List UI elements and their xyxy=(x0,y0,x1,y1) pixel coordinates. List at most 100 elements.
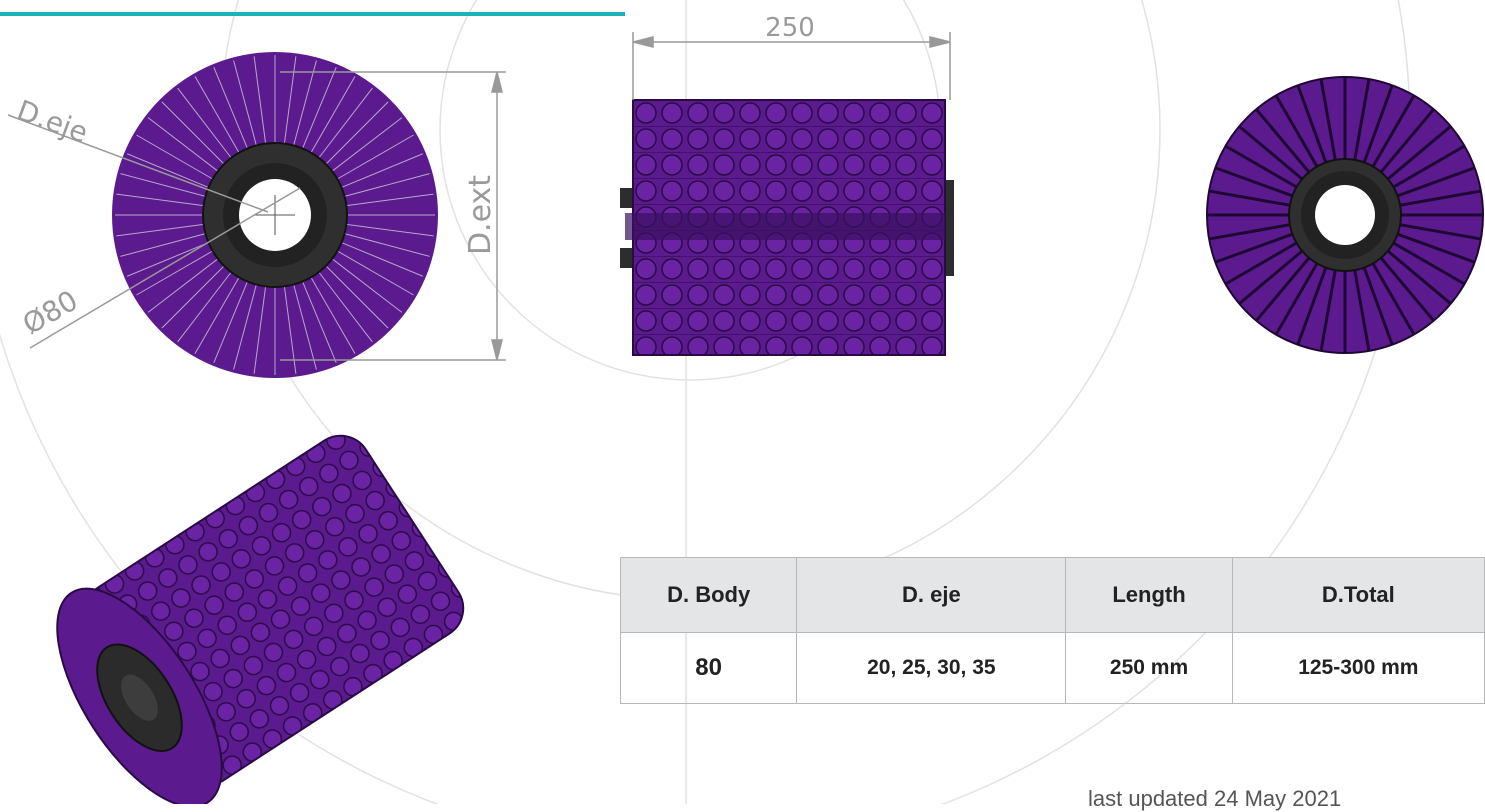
segment-line xyxy=(147,117,219,172)
segment-line xyxy=(126,242,209,277)
outer-label: D.ext xyxy=(463,175,498,255)
segment-line xyxy=(1386,125,1451,181)
segment-line xyxy=(1296,267,1328,345)
segment-line xyxy=(318,271,373,343)
shaft-label: D.eje xyxy=(13,94,93,150)
segment-line xyxy=(1379,256,1435,321)
segment-line xyxy=(1397,166,1475,198)
segment-line xyxy=(194,76,240,153)
segment-line xyxy=(1319,79,1337,161)
header-cell: Length xyxy=(1065,557,1233,633)
segment-line xyxy=(213,66,248,149)
footer: last updated 24 May 2021 xyxy=(1088,786,1342,811)
segment-line xyxy=(344,233,430,257)
segment-line xyxy=(1275,262,1319,335)
segment-line xyxy=(331,258,403,313)
segment-line xyxy=(1353,79,1371,161)
segment-line xyxy=(283,56,297,144)
cell: 250 mm xyxy=(1065,632,1233,704)
cell: 125-300 mm xyxy=(1231,632,1485,704)
segment-line xyxy=(253,286,267,374)
segment-line xyxy=(337,134,414,180)
segment-line xyxy=(341,242,424,277)
length-label: 250 xyxy=(765,13,815,43)
segment-line xyxy=(1209,223,1291,241)
segment-line xyxy=(1296,85,1328,163)
segment-line xyxy=(1319,269,1337,351)
segment-line xyxy=(116,223,204,237)
segment-line xyxy=(1399,223,1481,241)
segment-line xyxy=(1392,241,1465,285)
segment-line xyxy=(161,101,225,165)
segment-line xyxy=(302,281,337,364)
header-cell: D. eje xyxy=(796,557,1067,633)
segment-line xyxy=(1275,95,1319,168)
header-cell: D. Body xyxy=(619,557,798,633)
segment-line xyxy=(1399,189,1481,207)
segment-line xyxy=(136,134,213,180)
segment-line xyxy=(1255,256,1311,321)
segment-line xyxy=(126,153,209,188)
segment-line xyxy=(1392,145,1465,189)
segment-line xyxy=(344,173,430,197)
segment-line xyxy=(147,258,219,313)
end-view xyxy=(1206,76,1484,354)
segment-line xyxy=(116,193,204,207)
length-dimension xyxy=(632,32,951,100)
segment-line xyxy=(161,265,225,329)
segment-line xyxy=(325,101,389,165)
segment-line xyxy=(213,281,248,364)
front-view xyxy=(112,52,438,378)
segment-line xyxy=(1371,95,1415,168)
spec-table: D. Body D. eje Length D.Total 80 20, 25,… xyxy=(619,557,1485,704)
segment-line xyxy=(1225,241,1298,285)
iso-view xyxy=(56,434,465,804)
segment-line xyxy=(1371,262,1415,335)
segment-line xyxy=(233,60,257,146)
segment-line xyxy=(1379,109,1435,174)
header-cell: D.Total xyxy=(1231,557,1485,633)
cell: 20, 25, 30, 35 xyxy=(796,632,1067,704)
segment-line xyxy=(177,271,232,343)
segment-line xyxy=(346,193,434,207)
segment-line xyxy=(1215,232,1293,264)
front-dimensions xyxy=(7,71,506,361)
segment-line xyxy=(346,223,434,237)
segment-line xyxy=(1386,249,1451,305)
segment-line xyxy=(293,60,317,146)
segment-line xyxy=(283,286,297,374)
segment-line xyxy=(1397,232,1475,264)
segment-line xyxy=(1239,125,1304,181)
segment-line xyxy=(120,173,206,197)
segment-line xyxy=(136,250,213,296)
segment-line xyxy=(293,284,317,370)
segment-line xyxy=(177,87,232,159)
segment-line xyxy=(194,277,240,354)
segment-line xyxy=(310,277,356,354)
segment-line xyxy=(1225,145,1298,189)
side-view xyxy=(620,99,954,356)
segment-line xyxy=(331,117,403,172)
segment-line xyxy=(253,56,267,144)
data-row: 80 20, 25, 30, 35 250 mm 125-300 mm xyxy=(619,632,1485,704)
segment-line xyxy=(325,265,389,329)
segment-line xyxy=(1209,189,1291,207)
segment-line xyxy=(1353,269,1371,351)
cell: 80 xyxy=(619,632,798,704)
segment-line xyxy=(1239,249,1304,305)
segment-line xyxy=(337,250,414,296)
segment-line xyxy=(302,66,337,149)
segment-line xyxy=(1255,109,1311,174)
segment-line xyxy=(1215,166,1293,198)
segment-line xyxy=(1362,85,1394,163)
header-row: D. Body D. eje Length D.Total xyxy=(619,557,1485,633)
segment-line xyxy=(341,153,424,188)
body-label: Ø80 xyxy=(17,284,83,341)
segment-line xyxy=(120,233,206,257)
segment-line xyxy=(318,87,373,159)
segment-line xyxy=(233,284,257,370)
segment-line xyxy=(1362,267,1394,345)
segment-line xyxy=(310,76,356,153)
